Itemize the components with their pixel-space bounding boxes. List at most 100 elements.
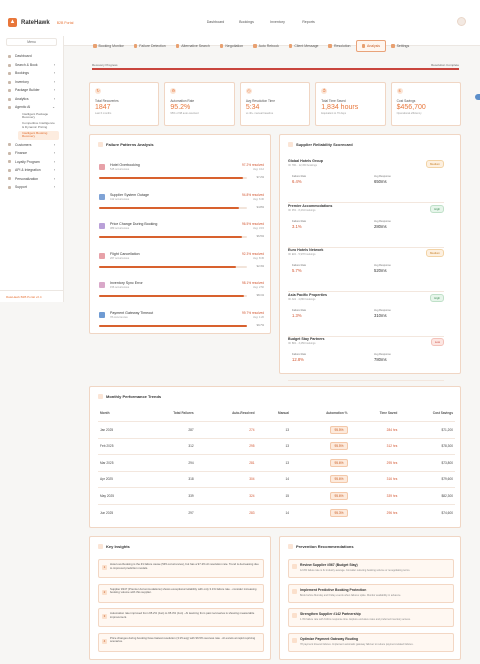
supplier-row[interactable]: Euro Hotels Network ID: E01 · 5,978 booki… xyxy=(288,248,444,292)
supplier-row[interactable]: Asia Pacific Properties ID: A01 · 4,890 b… xyxy=(288,293,444,337)
shield-icon xyxy=(288,142,293,147)
table-cell: 295 xyxy=(195,437,257,455)
sidebar-item[interactable]: Personalization › xyxy=(0,174,63,183)
failure-pattern-row[interactable]: Inventory Sync Error 156 occurrences 98.1%… xyxy=(99,281,264,305)
user-avatar[interactable] xyxy=(457,17,466,26)
chevron-icon: › xyxy=(53,71,55,76)
supplier-row[interactable]: Premier Accommodations ID: P01 · 8,234 bo… xyxy=(288,204,444,248)
tab-label: Client Message xyxy=(294,44,319,48)
recommendation-item[interactable]: Strengthen Supplier #142 Partnership 1.3%… xyxy=(288,608,454,627)
tab-auto-rebook[interactable]: Auto Rebook xyxy=(248,40,284,52)
recommendation-item[interactable]: Review Supplier #567 (Budget Stay) 12.8% … xyxy=(288,559,454,578)
tab-icon xyxy=(288,44,293,48)
recommendation-item[interactable]: Optimize Payment Gateway Routing 78 payme… xyxy=(288,632,454,652)
chevron-icon: › xyxy=(53,159,55,164)
tab-label: Alternative Search xyxy=(181,44,210,48)
supplier-row[interactable]: Budget Stay Partners ID: B01 · 3,256 book… xyxy=(288,337,444,381)
menu-button[interactable]: Menu xyxy=(6,38,57,46)
sidebar-item[interactable]: Loyalty Program › xyxy=(0,157,63,166)
supplier-scorecard-panel: Supplier Reliability Scorecard Global Ho… xyxy=(279,134,461,381)
sidebar-item[interactable]: Package Builder › xyxy=(0,86,63,95)
sidebar-item[interactable]: Analytics › xyxy=(0,95,63,104)
brand-logo[interactable]: ▲ RateHawk B2B Portal xyxy=(8,18,73,27)
insight-item: 3 Automation rate improved from 95.2% (Ja… xyxy=(98,608,264,627)
topnav-dashboard[interactable]: Dashboard xyxy=(206,20,225,24)
tab-analysis[interactable]: Analysis xyxy=(355,40,387,52)
sidebar-item[interactable]: Bookings › xyxy=(0,69,63,78)
supplier-name: Premier Accommodations xyxy=(288,203,333,208)
table-cell: $71,200 xyxy=(399,421,455,438)
avg-response-label: Avg Response xyxy=(374,219,391,223)
tab-booking-monitor[interactable]: Booking Monitor xyxy=(88,40,129,52)
sidebar-item[interactable]: Search & Book › xyxy=(0,61,63,70)
resolution-bar xyxy=(99,206,247,209)
reliability-badge: Low xyxy=(430,338,444,346)
sidebar-item-label: API & Integration xyxy=(15,168,41,173)
failure-pattern-row[interactable]: Supplier System Outage 412 occurrences 94.… xyxy=(99,193,264,217)
sidebar-item[interactable]: Inventory › xyxy=(0,78,63,87)
recommendations-title: Prevention Recommendations xyxy=(296,544,354,549)
avg-response-value: 520ms xyxy=(374,268,387,273)
table-cell: 339 hrs xyxy=(349,487,400,504)
failure-rate-label: Failure Rate xyxy=(292,264,307,267)
resolution-rate: 92.3% resolved xyxy=(242,251,264,256)
resolution-rate: 94.8% resolved xyxy=(242,192,264,197)
failure-count: 156 occurrences xyxy=(110,286,130,289)
sidebar-item[interactable]: Support › xyxy=(0,183,63,192)
sidebar-item[interactable]: Agentic AI ⌄ xyxy=(0,103,63,112)
recommendation-item[interactable]: Implement Predictive Booking Protection B… xyxy=(288,583,454,603)
resolution-rate: 96.5% resolved xyxy=(242,222,264,226)
topnav-reports[interactable]: Reports xyxy=(302,20,315,24)
tab-settings[interactable]: Settings xyxy=(386,40,414,52)
table-cell: 274 xyxy=(195,421,257,438)
resolution-rate: 97.2% resolved xyxy=(242,163,264,167)
sidebar-subitem[interactable]: Competitive Intelligence & Dynamic Prici… xyxy=(22,121,55,129)
table-cell: 95.5% xyxy=(291,437,350,455)
supplier-row[interactable]: Global Hotels Group ID: H01 · 12,450 book… xyxy=(288,159,444,203)
supplier-meta: ID: E01 · 5,978 bookings xyxy=(288,253,316,256)
sidebar-item[interactable]: Dashboard xyxy=(0,52,63,61)
kpi-label: Avg Resolution Time xyxy=(245,99,275,103)
failure-name: Flight Cancellation xyxy=(110,251,140,256)
tab-negotiation[interactable]: Negotiation xyxy=(215,40,248,52)
failure-pattern-row[interactable]: Payment Gateway Timeout 78 occurrences 99.… xyxy=(99,311,264,335)
topnav-inventory[interactable]: Inventory xyxy=(270,20,285,24)
sidebar-item[interactable]: Customers › xyxy=(0,140,63,149)
sidebar-subitem[interactable]: Intelligent Booking Recovery xyxy=(18,130,59,141)
reliability-badge: High xyxy=(430,204,444,213)
resolution-bar-fill xyxy=(99,236,242,238)
sidebar-item[interactable]: API & Integration › xyxy=(0,166,63,175)
table-cell: 297 xyxy=(139,503,196,521)
table-cell: 14 xyxy=(256,503,292,521)
sidebar-subitem[interactable]: Intelligent Package Recovery xyxy=(22,111,49,120)
prevention-panel: Prevention Recommendations Review Suppli… xyxy=(279,536,461,660)
topnav-bookings[interactable]: Bookings xyxy=(239,20,254,24)
failure-pattern-row[interactable]: Price Change During Booking 389 occurrenc… xyxy=(99,222,264,246)
sidebar-item-label: Loyalty Program xyxy=(15,159,40,164)
avg-response-label: Avg Response xyxy=(374,264,391,267)
tab-resolution[interactable]: Resolution xyxy=(323,40,355,52)
table-cell: Jun 2025 xyxy=(98,503,140,521)
tab-failure-detection[interactable]: Failure Detection xyxy=(129,40,171,52)
sidebar-item[interactable]: Finance › xyxy=(0,149,63,158)
avg-resolution-time: Avg: 8:45 xyxy=(253,256,264,260)
insights-title: Key Insights xyxy=(106,544,130,549)
automation-pill: 95.6% xyxy=(330,458,348,467)
failure-pattern-row[interactable]: Flight Cancellation 267 occurrences 92.3% … xyxy=(99,252,264,276)
side-panel-handle[interactable] xyxy=(475,94,480,100)
scorecard-title: Supplier Reliability Scorecard xyxy=(296,142,353,147)
failure-pattern-row[interactable]: Hotel Overbooking 545 occurrences 97.2% re… xyxy=(99,163,264,187)
resolution-bar xyxy=(99,265,247,268)
resolution-percent: 94.8% xyxy=(256,205,264,209)
tab-client-message[interactable]: Client Message xyxy=(284,40,324,52)
insight-text: Automation rate improved from 95.2% (Jan… xyxy=(110,611,255,619)
failure-rate-label: Failure Rate xyxy=(292,308,307,312)
failure-count: 412 occurrences xyxy=(110,197,130,201)
table-cell: $73,800 xyxy=(399,454,455,471)
sidebar-item-label: Personalization xyxy=(15,176,39,181)
table-cell: Apr 2025 xyxy=(98,470,140,488)
table-cell: 294 xyxy=(139,454,196,471)
tab-alternative-search[interactable]: Alternative Search xyxy=(171,40,215,52)
insight-number: 2 xyxy=(102,589,107,595)
table-cell: 316 hrs xyxy=(349,470,400,488)
